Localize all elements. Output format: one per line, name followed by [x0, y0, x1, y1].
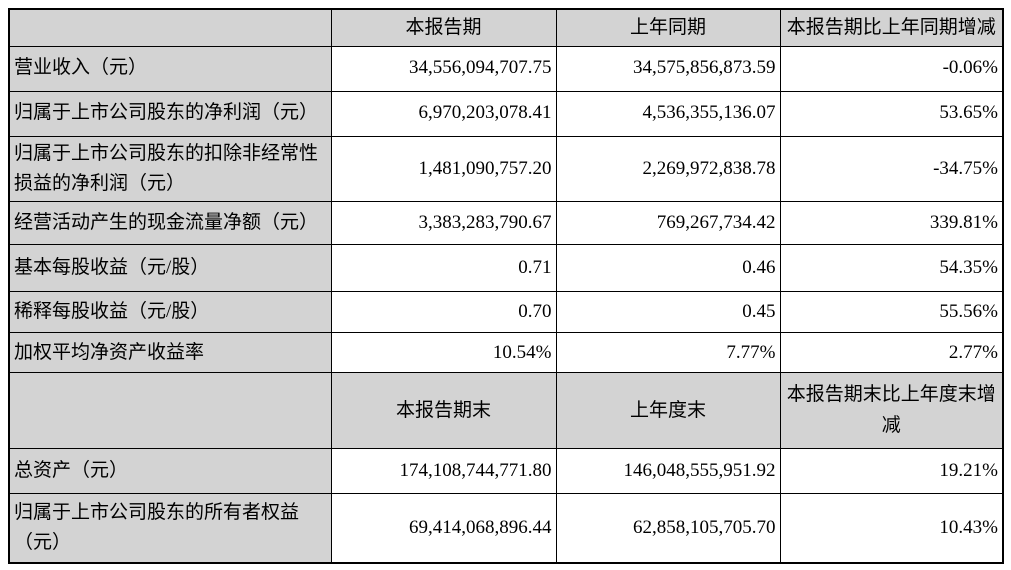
period-header-row: 本报告期 上年同期 本报告期比上年同期增减	[8, 8, 1004, 47]
change-value: 19.21%	[779, 448, 1004, 495]
row-label: 加权平均净资产收益率	[8, 332, 332, 374]
table-row-operating-cash-flow: 经营活动产生的现金流量净额（元） 3,383,283,790.67 769,26…	[8, 201, 1004, 246]
current-period-value: 174,108,744,771.80	[330, 448, 557, 495]
header-empty-cell	[8, 372, 332, 450]
current-period-value: 69,414,068,896.44	[330, 493, 557, 564]
prior-period-value: 0.45	[555, 291, 781, 334]
table-row-total-assets: 总资产（元） 174,108,744,771.80 146,048,555,95…	[8, 448, 1004, 495]
col-header-current-period: 本报告期	[330, 8, 557, 47]
prior-period-value: 62,858,105,705.70	[555, 493, 781, 564]
row-label: 基本每股收益（元/股）	[8, 244, 332, 293]
table-row-net-profit-excl-nonrecurring: 归属于上市公司股东的扣除非经常性 损益的净利润（元） 1,481,090,757…	[8, 135, 1004, 203]
change-value: 55.56%	[779, 291, 1004, 334]
row-label: 总资产（元）	[8, 448, 332, 495]
current-period-value: 34,556,094,707.75	[330, 45, 557, 92]
prior-period-value: 4,536,355,136.07	[555, 90, 781, 137]
prior-period-value: 0.46	[555, 244, 781, 293]
table-row-basic-eps: 基本每股收益（元/股） 0.71 0.46 54.35%	[8, 244, 1004, 293]
header-empty-cell	[8, 8, 332, 47]
change-value: 2.77%	[779, 332, 1004, 374]
table-row-revenue: 营业收入（元） 34,556,094,707.75 34,575,856,873…	[8, 45, 1004, 92]
col-header-period-end: 本报告期末	[330, 372, 557, 450]
prior-period-value: 146,048,555,951.92	[555, 448, 781, 495]
col-header-prior-year-end: 上年度末	[555, 372, 781, 450]
prior-period-value: 34,575,856,873.59	[555, 45, 781, 92]
current-period-value: 1,481,090,757.20	[330, 135, 557, 203]
table-row-shareholders-equity: 归属于上市公司股东的所有者权益 （元） 69,414,068,896.44 62…	[8, 493, 1004, 564]
current-period-value: 0.70	[330, 291, 557, 334]
period-end-header-row: 本报告期末 上年度末 本报告期末比上年度末增 减	[8, 372, 1004, 450]
prior-period-value: 7.77%	[555, 332, 781, 374]
change-value: 53.65%	[779, 90, 1004, 137]
current-period-value: 10.54%	[330, 332, 557, 374]
table-row-weighted-avg-roe: 加权平均净资产收益率 10.54% 7.77% 2.77%	[8, 332, 1004, 374]
col-header-period-change: 本报告期比上年同期增减	[779, 8, 1004, 47]
prior-period-value: 2,269,972,838.78	[555, 135, 781, 203]
current-period-value: 3,383,283,790.67	[330, 201, 557, 246]
table-row-net-profit: 归属于上市公司股东的净利润（元） 6,970,203,078.41 4,536,…	[8, 90, 1004, 137]
table-row-diluted-eps: 稀释每股收益（元/股） 0.70 0.45 55.56%	[8, 291, 1004, 334]
row-label: 归属于上市公司股东的所有者权益 （元）	[8, 493, 332, 564]
financial-summary-table: 本报告期 上年同期 本报告期比上年同期增减 营业收入（元） 34,556,094…	[8, 8, 1004, 564]
prior-period-value: 769,267,734.42	[555, 201, 781, 246]
row-label: 经营活动产生的现金流量净额（元）	[8, 201, 332, 246]
current-period-value: 0.71	[330, 244, 557, 293]
row-label: 营业收入（元）	[8, 45, 332, 92]
change-value: 54.35%	[779, 244, 1004, 293]
change-value: -0.06%	[779, 45, 1004, 92]
col-header-period-end-change: 本报告期末比上年度末增 减	[779, 372, 1004, 450]
change-value: 10.43%	[779, 493, 1004, 564]
change-value: 339.81%	[779, 201, 1004, 246]
row-label: 归属于上市公司股东的净利润（元）	[8, 90, 332, 137]
row-label: 稀释每股收益（元/股）	[8, 291, 332, 334]
col-header-prior-period: 上年同期	[555, 8, 781, 47]
row-label: 归属于上市公司股东的扣除非经常性 损益的净利润（元）	[8, 135, 332, 203]
current-period-value: 6,970,203,078.41	[330, 90, 557, 137]
change-value: -34.75%	[779, 135, 1004, 203]
